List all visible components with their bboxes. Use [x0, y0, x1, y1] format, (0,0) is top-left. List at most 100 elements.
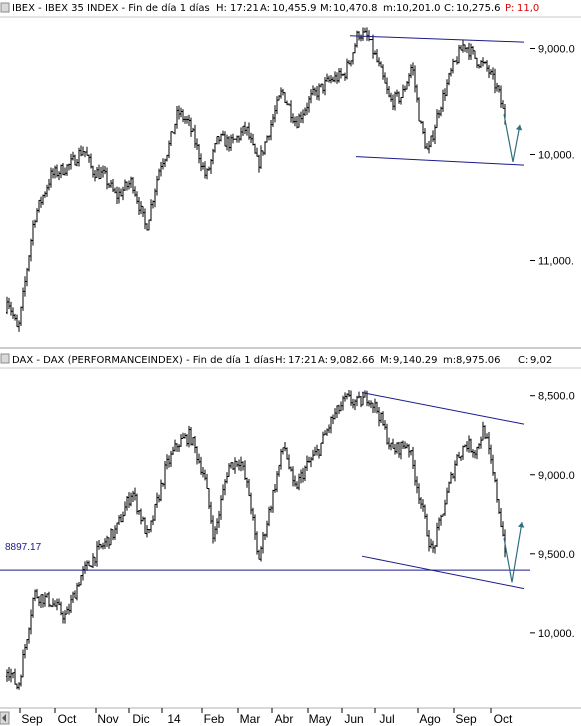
dax-ohlc-bar — [482, 421, 484, 441]
dax-ohlc-bar — [116, 522, 118, 534]
dax-ohlc-bar — [138, 510, 140, 515]
dax-ohlc-bar — [238, 459, 240, 471]
dax-ohlc-bar — [112, 529, 114, 541]
ibex-ohlc-bar — [270, 119, 272, 141]
ibex-ohlc-bar — [34, 219, 36, 228]
dax-ohlc-bar — [262, 531, 264, 554]
ibex-ohlc-bar — [48, 178, 50, 191]
ibex-ohlc-bar — [86, 146, 88, 156]
dax-ohlc-bar — [32, 597, 34, 618]
ibex-ohlc-bar — [44, 191, 46, 198]
dax-ohlc-bar — [280, 448, 282, 470]
ibex-panel-menu-icon[interactable] — [0, 2, 10, 13]
dax-ohlc-bar — [322, 431, 324, 444]
ibex-ohlc-bar — [186, 115, 188, 124]
dax-ohlc-bar — [448, 481, 450, 493]
dax-ohlc-bar — [424, 504, 426, 519]
dax-ohlc-bar — [374, 398, 376, 413]
dax-ohlc-bar — [82, 566, 84, 581]
ibex-ohlc-bar — [208, 166, 210, 171]
dax-ohlc-bar — [348, 389, 350, 397]
dax-ohlc-bar — [392, 438, 394, 449]
ibex-ohlc-bar — [60, 164, 62, 179]
arrow-left-icon — [2, 714, 6, 722]
ibex-ohlc-bar — [414, 65, 416, 93]
ibex-ohlc-bar — [158, 168, 160, 181]
ibex-m-value: 10,470.8 — [333, 3, 378, 14]
dax-ohlc-bar — [356, 395, 358, 407]
dax-ohlc-bar — [76, 582, 78, 601]
ibex-ohlc-bar — [52, 168, 54, 179]
ibex-ohlc-bar — [492, 67, 494, 80]
dax-ohlc-bar — [30, 609, 32, 635]
dax-ohlc-bar — [52, 598, 54, 608]
ibex-ohlc-bar — [394, 91, 396, 111]
ibex-ohlc-bar — [56, 164, 58, 178]
dax-min-value: 8,975.06 — [456, 355, 501, 366]
dax-ohlc-bar — [158, 494, 160, 503]
ibex-ohlc-bar — [328, 75, 330, 83]
ibex-ohlc-bar — [288, 103, 290, 106]
ibex-ohlc-bar — [92, 165, 94, 178]
dax-ohlc-bar — [34, 589, 36, 602]
ibex-channel-line[interactable] — [355, 156, 525, 166]
dax-c-value: 9,02 — [530, 355, 552, 366]
dax-ohlc-bar — [196, 446, 198, 465]
ibex-ohlc-bar — [282, 88, 284, 96]
ibex-ohlc-bar — [318, 83, 320, 101]
ibex-ohlc-bar — [204, 161, 206, 179]
dax-ohlc-bar — [316, 444, 318, 456]
ibex-ohlc-bar — [374, 50, 376, 55]
ibex-ohlc-bar — [274, 105, 276, 123]
ibex-ohlc-bar — [248, 122, 250, 140]
ibex-ohlc-bar — [422, 121, 424, 135]
ibex-ohlc-bar — [324, 77, 326, 96]
ibex-ohlc-bar — [132, 177, 134, 194]
dax-ohlc-bar — [276, 470, 278, 493]
ibex-ohlc-bar — [220, 133, 222, 142]
dax-ohlc-bar — [244, 460, 246, 481]
dax-ohlc-bar — [308, 456, 310, 463]
ibex-channel-line[interactable] — [349, 35, 525, 43]
ibex-ohlc-bar — [420, 120, 422, 124]
ibex-ohlc-bar — [440, 106, 442, 117]
dax-ohlc-bar — [406, 443, 408, 449]
dax-ohlc-bar — [182, 432, 184, 439]
dax-channel-line[interactable] — [361, 555, 525, 590]
ibex-ohlc-bar — [136, 191, 138, 204]
dax-ohlc-bar — [270, 505, 272, 513]
ibex-ohlc-bar — [170, 131, 172, 146]
ibex-ohlc-bar — [42, 194, 44, 205]
ibex-ohlc-bar — [502, 100, 504, 109]
dax-y-tick-label: 9,000.0 — [538, 470, 575, 482]
ibex-ohlc-bar — [272, 114, 274, 127]
ibex-ohlc-bar — [462, 40, 464, 53]
ibex-min-label: m: — [383, 3, 396, 14]
dax-ohlc-bar — [162, 482, 164, 487]
ibex-ohlc-bar — [404, 85, 406, 92]
dax-ohlc-bar — [402, 440, 404, 449]
dax-ohlc-bar — [470, 438, 472, 453]
ibex-ohlc-bar — [498, 85, 500, 93]
dax-ohlc-bar — [372, 402, 374, 413]
ibex-ohlc-bar — [192, 127, 194, 132]
dax-ohlc-bar — [484, 425, 486, 440]
dax-ohlc-bar — [332, 414, 334, 425]
dax-ohlc-bar — [294, 475, 296, 487]
dax-channel-line[interactable] — [361, 392, 525, 425]
dax-ohlc-bar — [350, 390, 352, 406]
ibex-ohlc-bar — [380, 61, 382, 68]
ibex-ohlc-bar — [76, 159, 78, 167]
ibex-trend-lines — [349, 35, 525, 166]
ibex-ohlc-bar — [280, 87, 282, 99]
dax-ohlc-bar — [352, 398, 354, 409]
dax-ohlc-bar — [426, 513, 428, 537]
ibex-ohlc-bar — [116, 186, 118, 204]
dax-ohlc-bar — [378, 406, 380, 427]
ibex-ohlc-bar — [372, 34, 374, 59]
dax-ohlc-bar — [502, 521, 504, 537]
dax-ohlc-bar — [500, 507, 502, 528]
dax-panel-menu-icon[interactable] — [0, 353, 10, 364]
ibex-ohlc-bar — [306, 102, 308, 116]
month-label: Jul — [379, 712, 394, 726]
